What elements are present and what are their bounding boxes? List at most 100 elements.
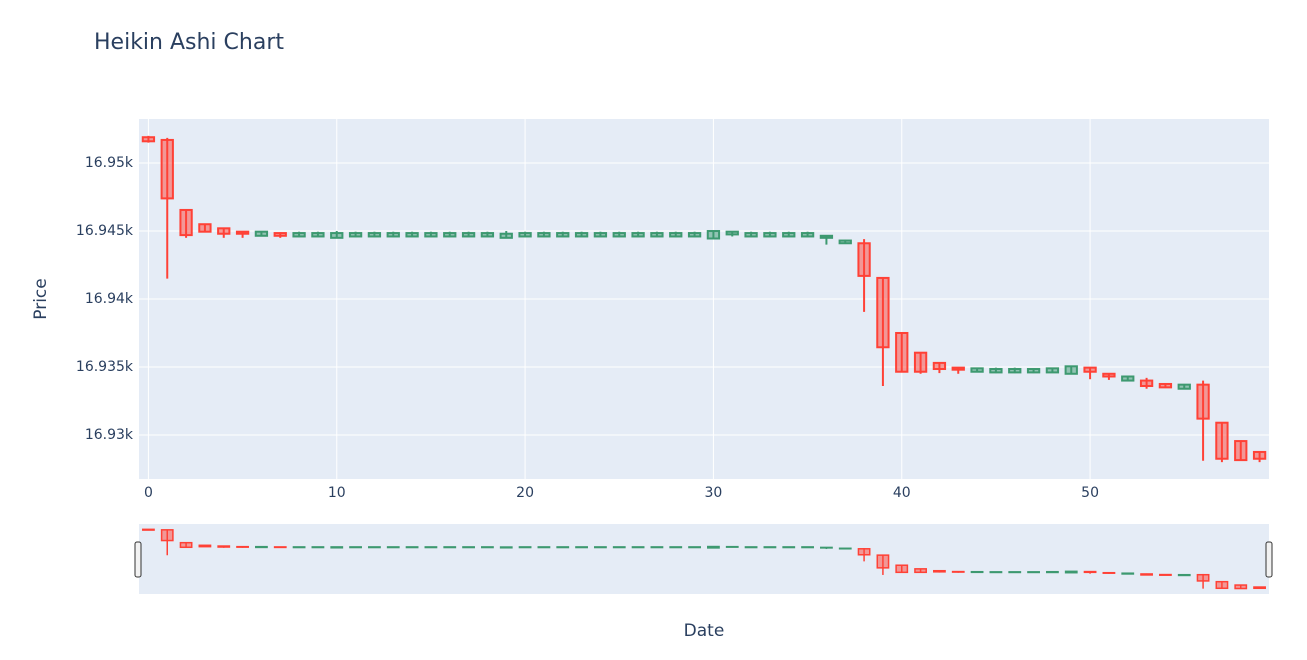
range-slider[interactable] [139,524,1269,594]
body-mini [857,548,871,556]
body [424,232,438,238]
body [574,232,589,238]
body [857,242,871,277]
body [254,230,269,237]
body [989,368,1003,374]
body [537,232,551,238]
body-mini [725,545,739,548]
body [273,232,287,237]
body [763,232,777,238]
body-mini [989,571,1003,574]
body [386,232,400,238]
body [782,232,796,238]
body [1026,368,1041,374]
body-mini [443,546,457,549]
x-axis-title: Date [684,621,725,641]
body-mini [782,546,796,549]
body [932,361,947,371]
slider-handle-right[interactable] [1265,541,1273,578]
body [631,232,645,238]
body-mini [744,546,758,549]
body [1083,366,1097,373]
body-mini [1046,570,1059,574]
x-tick-label: 50 [1081,485,1099,501]
body-mini [330,546,344,549]
x-tick-label: 20 [516,485,534,501]
x-tick-label: 40 [893,485,911,501]
body-mini [970,570,984,574]
grid: 16.93k 16.935k 16.94k 16.945k 16.95k 0 10 20 30 4… [76,119,1269,501]
body-mini [311,546,325,549]
body-mini [631,546,645,549]
body [160,138,174,200]
body-mini [895,564,909,574]
y-tick-label: 16.935k [76,359,134,375]
body [518,232,532,238]
body [1177,383,1191,390]
body [876,276,890,349]
body-mini [594,546,607,549]
body-mini [255,545,268,549]
y-axis-title: Price [31,278,51,319]
body [1102,372,1116,378]
body-mini [1177,573,1191,577]
body [800,232,815,238]
body-mini [179,541,193,549]
body [367,232,382,238]
body [1158,382,1173,389]
body-mini [1083,570,1097,574]
body-mini [198,544,212,548]
body-mini [1008,571,1022,574]
body-mini [368,546,381,549]
body-mini [349,546,362,549]
body-mini [292,546,306,549]
body-mini [1027,571,1040,574]
body-mini [951,570,965,573]
body [405,232,419,238]
body-mini [518,546,532,549]
body-mini [424,546,438,549]
body-mini [763,546,777,549]
body [819,234,834,239]
body-mini [820,546,833,549]
candles [141,135,1267,463]
body-mini [1215,580,1229,590]
body-mini [575,546,588,549]
body [1215,421,1229,460]
body-mini [933,569,946,573]
x-tick-label: 30 [705,485,723,501]
body-mini [556,546,570,549]
body [744,232,758,238]
body [1064,365,1078,375]
body [1196,383,1210,420]
body [725,230,739,236]
body-mini [1064,570,1078,574]
body [1008,368,1022,374]
body-mini [914,568,927,574]
body-mini [160,529,174,542]
body [556,232,570,238]
body [311,232,325,238]
y-tick-label: 16.93k [85,427,134,443]
chart-title: Heikin Ashi Chart [94,30,284,55]
body-mini [1102,571,1116,574]
body [669,232,683,238]
body [1252,450,1267,460]
body-mini [688,546,701,549]
slider-handle-left[interactable] [134,541,142,578]
body [838,239,852,245]
body-mini [669,546,683,549]
body-mini [499,546,513,549]
body [1121,375,1135,382]
body [499,232,513,239]
body [970,367,984,373]
body-mini [537,546,551,549]
y-tick-label: 16.94k [85,291,134,307]
body-mini [1196,573,1210,582]
body [443,232,457,238]
body-mini [236,545,249,548]
body-mini [273,546,287,549]
body [480,232,495,238]
